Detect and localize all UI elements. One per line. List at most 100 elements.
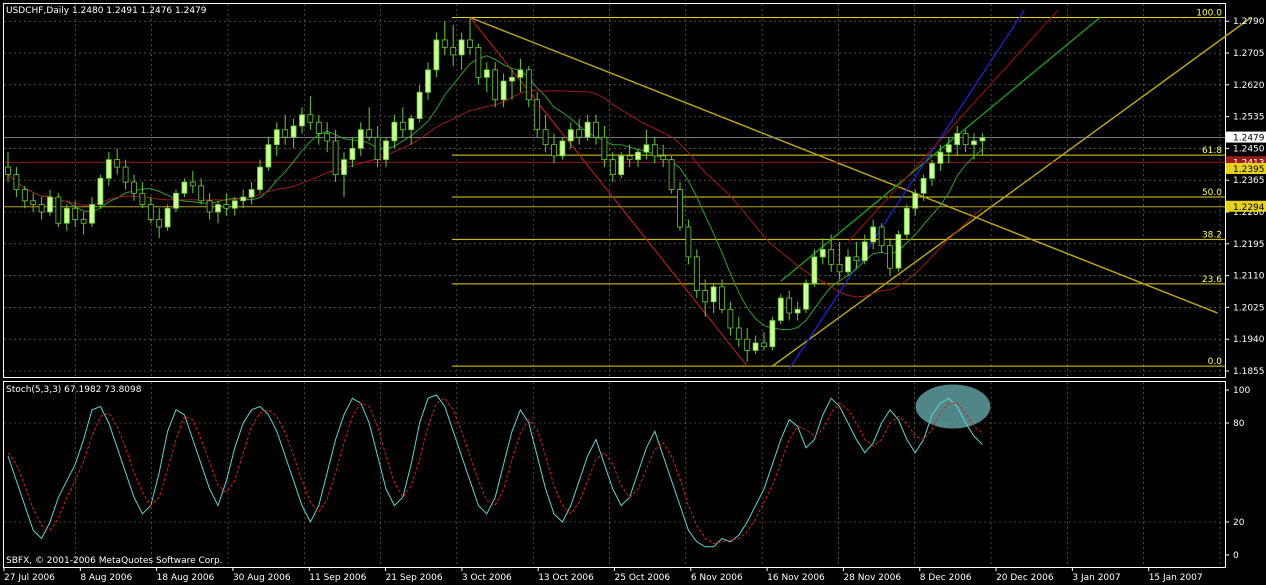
- candle-body: [845, 256, 851, 273]
- candle-body: [433, 39, 440, 71]
- candle-body: [761, 342, 767, 348]
- y-tick-label: 1.2705: [1233, 49, 1265, 59]
- candle-body: [618, 155, 625, 176]
- candle-body: [601, 136, 608, 161]
- price-axis: 1.2790 1.2705 1.2620 1.2535 1.2450 1.2365 1.22…: [1225, 17, 1266, 561]
- candle-body: [475, 47, 482, 78]
- candle-body: [954, 133, 961, 146]
- candle-body: [559, 140, 566, 157]
- grid-lines: [4, 4, 1225, 567]
- candle-body: [63, 207, 70, 224]
- price-label-text: 1.2294: [1233, 203, 1265, 213]
- price-label-text: 1.2395: [1233, 165, 1265, 175]
- candle-body: [483, 69, 490, 78]
- candle-body: [525, 69, 532, 101]
- candle-body: [240, 196, 247, 202]
- candle-body: [962, 133, 969, 146]
- candle-body: [97, 177, 104, 205]
- candle-body: [811, 256, 818, 284]
- candle-body: [332, 140, 339, 176]
- candle-body: [366, 129, 373, 138]
- candle-body: [769, 320, 776, 348]
- candle-body: [693, 256, 700, 291]
- candle-body: [349, 148, 356, 161]
- price-label-box: [1226, 162, 1266, 174]
- candle-body: [878, 226, 885, 247]
- price-label-text: 1.2479: [1233, 134, 1265, 144]
- time-axis: 27 Jul 2006 8 Aug 2006 18 Aug 2006 30 Aug 2…: [3, 567, 1203, 583]
- y-tick-label: 1.1855: [1233, 367, 1265, 377]
- copyright-text: SBFX, © 2001-2006 MetaQuotes Software Co…: [6, 556, 223, 566]
- candle-body: [416, 91, 423, 119]
- candle-body: [744, 338, 751, 351]
- candle-body: [828, 249, 835, 265]
- candle-body: [324, 133, 331, 142]
- candle-body: [374, 136, 381, 161]
- uptrend-channel-line: [771, 16, 1252, 367]
- x-tick-label: 3 Jan 2007: [1072, 573, 1120, 583]
- fib-level-label: 100.0: [1196, 8, 1222, 18]
- candle-body: [273, 129, 280, 146]
- y-tick-label: 1.1940: [1233, 335, 1265, 345]
- x-tick-label: 3 Oct 2006: [462, 573, 512, 583]
- candle-body: [710, 286, 717, 303]
- candle-body: [450, 47, 457, 56]
- candle-body: [979, 137, 986, 142]
- candle-body: [21, 189, 28, 202]
- x-tick-label: 16 Nov 2006: [767, 573, 825, 583]
- candle-body: [307, 114, 314, 123]
- candle-body: [156, 219, 163, 228]
- candle-body: [576, 129, 583, 138]
- zigzag-line: [469, 17, 748, 367]
- stoch-header: Stoch(5,3,3) 67.1982 73.8098: [6, 385, 142, 395]
- y-tick-label: 1.2025: [1233, 303, 1265, 313]
- fibonacci-levels: 100.0 61.8 50.0 38.2 23.6 0.0: [452, 8, 1225, 367]
- x-tick-label: 20 Dec 2006: [996, 573, 1054, 583]
- candle-body: [105, 159, 112, 179]
- candle-body: [542, 129, 549, 146]
- candle-body: [836, 263, 843, 273]
- symbol-header: USDCHF,Daily 1.2480 1.2491 1.2476 1.2479: [6, 6, 207, 16]
- ma-line-8: [7, 55, 983, 331]
- fib-level-label: 23.6: [1202, 275, 1222, 285]
- candle-body: [290, 125, 297, 138]
- candle-body: [626, 155, 633, 161]
- candle-body: [299, 114, 305, 127]
- y-tick-label: 1.2110: [1233, 272, 1265, 282]
- stoch-y-tick-label: 100: [1233, 386, 1250, 396]
- stoch-highlight-ellipse: [915, 384, 991, 429]
- candle-body: [777, 297, 784, 321]
- candle-body: [164, 207, 171, 228]
- candle-body: [971, 140, 977, 146]
- stoch-panel-frame: [3, 381, 1226, 568]
- candle-body: [131, 181, 137, 194]
- x-tick-label: 11 Sep 2006: [309, 573, 366, 583]
- candle-body: [567, 129, 574, 142]
- candle-body: [937, 151, 944, 164]
- stoch-y-tick-label: 0: [1233, 551, 1239, 561]
- candle-body: [719, 286, 725, 310]
- x-tick-label: 8 Dec 2006: [920, 573, 972, 583]
- candle-body: [72, 207, 79, 220]
- y-tick-label: 1.2450: [1233, 144, 1265, 154]
- candle-body: [13, 174, 20, 190]
- candle-body: [794, 308, 801, 314]
- candle-body: [895, 234, 902, 269]
- stoch-series-signal: [7, 397, 983, 545]
- candle-body: [47, 196, 53, 213]
- candle-body: [38, 204, 45, 213]
- candle-body: [198, 185, 205, 202]
- price-label-box: [1226, 200, 1266, 212]
- x-tick-label: 30 Aug 2006: [233, 573, 291, 583]
- candle-body: [584, 121, 591, 138]
- candle-body: [231, 200, 238, 209]
- fib-level-label: 50.0: [1202, 188, 1222, 198]
- candle-body: [929, 162, 935, 179]
- candle-body: [55, 196, 62, 224]
- candle-body: [786, 297, 793, 314]
- candle-body: [509, 76, 515, 82]
- x-tick-label: 18 Aug 2006: [157, 573, 215, 583]
- x-tick-label: 28 Nov 2006: [843, 573, 901, 583]
